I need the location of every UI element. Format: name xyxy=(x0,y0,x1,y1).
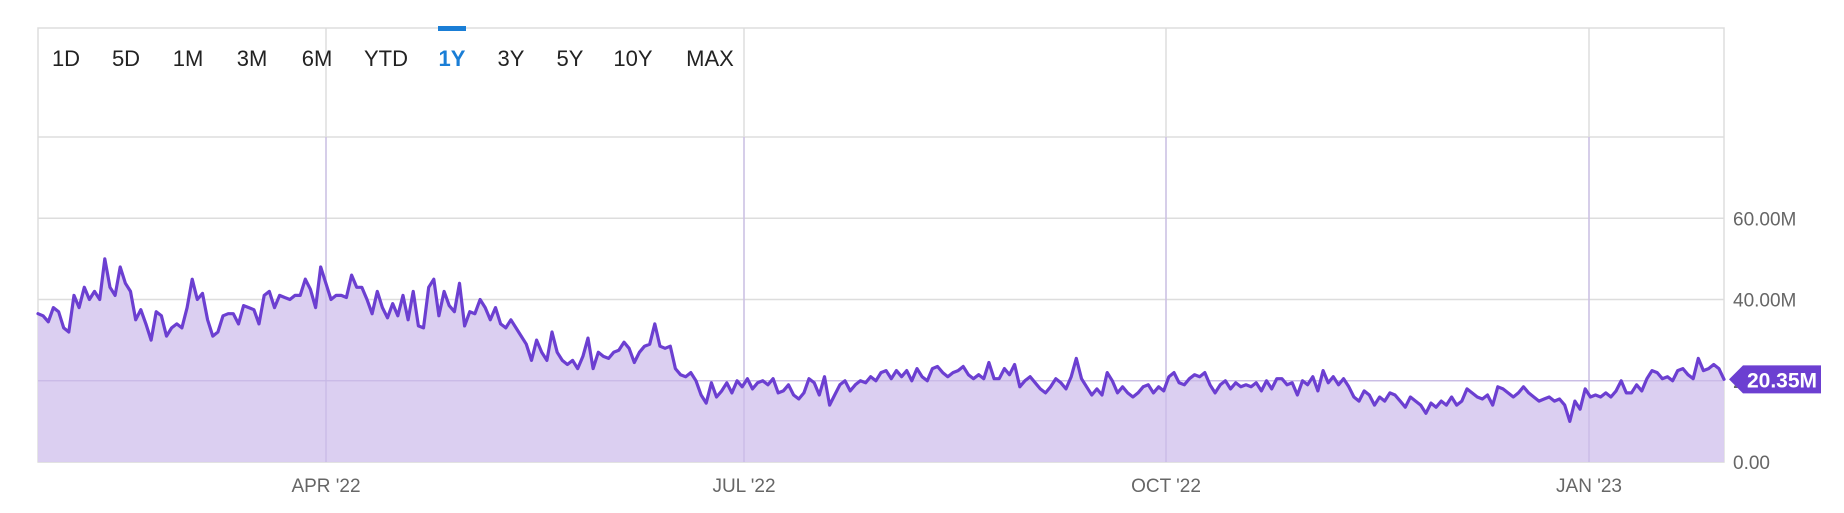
range-button-6m[interactable]: 6M xyxy=(302,46,333,71)
range-button-1y[interactable]: 1Y xyxy=(438,26,466,71)
range-button-label[interactable]: 3M xyxy=(237,46,268,71)
range-button-10y[interactable]: 10Y xyxy=(613,46,652,71)
y-tick-label: 60.00M xyxy=(1733,209,1796,230)
range-button-label[interactable]: YTD xyxy=(364,46,408,71)
range-button-label[interactable]: 10Y xyxy=(613,46,652,71)
current-value-badge-shape xyxy=(1729,365,1821,394)
range-button-label[interactable]: 1D xyxy=(52,46,80,71)
range-button-label[interactable]: 5Y xyxy=(557,46,584,71)
range-button-ytd[interactable]: YTD xyxy=(364,46,408,71)
y-tick-label: 0.00 xyxy=(1733,453,1770,474)
range-button-3y[interactable]: 3Y xyxy=(498,46,525,71)
chart-series-area xyxy=(36,137,1726,462)
series-line xyxy=(36,257,1726,423)
current-value-label: 20.35M xyxy=(1747,369,1817,392)
range-selector[interactable]: 1D 5D 1M 3M 6M YTD 1Y 3Y 5Y 10Y MAX xyxy=(52,26,734,71)
range-button-label[interactable]: 5D xyxy=(112,46,140,71)
series-area-fill xyxy=(38,258,1724,462)
y-tick-label: 40.00M xyxy=(1733,291,1796,312)
x-tick-label: APR '22 xyxy=(291,476,360,497)
current-value-badge: 20.35M xyxy=(1729,365,1821,394)
x-tick-label: OCT '22 xyxy=(1131,476,1201,497)
x-tick-label: JAN '23 xyxy=(1556,476,1622,497)
range-button-5d[interactable]: 5D xyxy=(112,46,140,71)
range-button-label[interactable]: MAX xyxy=(686,46,734,71)
x-tick-label: JUL '22 xyxy=(712,476,775,497)
range-button-label[interactable]: 3Y xyxy=(498,46,525,71)
range-button-label[interactable]: 1Y xyxy=(439,46,466,71)
range-button-5y[interactable]: 5Y xyxy=(557,46,584,71)
range-button-label[interactable]: 1M xyxy=(173,46,204,71)
range-button-max[interactable]: MAX xyxy=(686,46,734,71)
range-active-indicator xyxy=(438,26,466,31)
range-button-1d[interactable]: 1D xyxy=(52,46,80,71)
range-button-label[interactable]: 6M xyxy=(302,46,333,71)
range-button-1m[interactable]: 1M xyxy=(173,46,204,71)
range-button-3m[interactable]: 3M xyxy=(237,46,268,71)
